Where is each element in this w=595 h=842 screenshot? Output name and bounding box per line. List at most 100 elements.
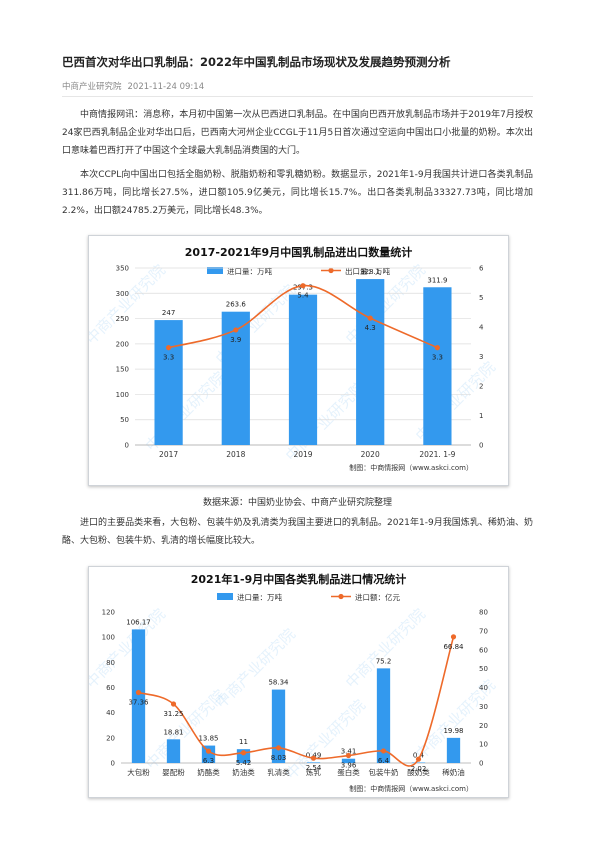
y-right-tick-label: 1	[479, 412, 483, 420]
legend-line-marker	[328, 267, 334, 274]
line-point	[275, 745, 282, 751]
bar-value-label: 247	[162, 309, 175, 317]
bar	[423, 287, 452, 445]
paragraph-1: 中商情报网讯：消息称，本月初中国第一次从巴西进口乳制品。在中国向巴西开放乳制品市…	[62, 110, 533, 156]
line-point	[233, 327, 239, 333]
bar-value-label: 75.2	[376, 657, 392, 665]
bar	[341, 758, 356, 763]
line-value-label: 31.25	[163, 710, 183, 718]
y-left-tick-label: 40	[106, 709, 115, 717]
bar	[154, 320, 183, 445]
y-left-tick-label: 50	[120, 416, 129, 424]
line-point	[240, 750, 247, 756]
bar-value-label: 263.6	[226, 301, 247, 309]
bar	[411, 762, 426, 763]
x-tick-label: 炼乳	[306, 767, 321, 777]
legend-bar-label: 进口量：万吨	[237, 592, 282, 602]
legend-bar-swatch	[217, 593, 233, 600]
line-point	[300, 283, 306, 289]
article-title: 巴西首次对华出口乳制品：2022年中国乳制品市场现状及发展趋势预测分析	[62, 55, 451, 69]
y-right-tick-label: 60	[479, 646, 488, 654]
y-left-tick-label: 200	[116, 340, 129, 348]
line-value-label: 2.54	[306, 764, 322, 772]
line-value-label: 3.96	[341, 762, 357, 770]
bar	[271, 689, 286, 763]
y-right-tick-label: 3	[479, 353, 483, 361]
x-tick-label: 2020	[361, 450, 380, 459]
x-tick-label: 奶酪类	[197, 767, 220, 777]
bar-value-label: 0.49	[306, 751, 322, 759]
x-tick-label: 酸奶类	[407, 767, 430, 777]
bar	[306, 762, 321, 763]
y-right-tick-label: 80	[479, 609, 488, 617]
x-tick-label: 大包粉	[127, 767, 150, 777]
line-point	[380, 748, 387, 754]
line-value-label: 37.36	[128, 698, 149, 706]
legend-bar-swatch	[207, 267, 223, 274]
y-left-tick-label: 60	[106, 684, 115, 692]
line-value-label: 2.02	[411, 765, 427, 773]
bar	[356, 279, 385, 445]
bar	[376, 668, 391, 763]
line-value-label: 3.3	[163, 354, 174, 362]
y-left-tick-label: 100	[116, 391, 129, 399]
watermark-text: 中商产业研究院	[142, 686, 229, 773]
line-point	[135, 689, 142, 696]
bar-value-label: 106.17	[126, 618, 151, 626]
bar-value-label: 58.34	[268, 679, 289, 687]
x-tick-label: 2018	[226, 450, 245, 459]
line-value-label: 5.42	[236, 759, 252, 767]
y-left-tick-label: 100	[102, 634, 115, 642]
line-point	[166, 345, 172, 351]
y-left-tick-label: 20	[106, 734, 115, 742]
x-tick-label: 2017	[159, 450, 178, 459]
line-value-label: 66.84	[443, 643, 464, 651]
bar	[166, 739, 181, 763]
y-right-tick-label: 6	[479, 265, 484, 273]
line-point	[450, 634, 457, 640]
bar-value-label: 311.9	[427, 276, 447, 284]
line-series	[138, 636, 455, 767]
line-point	[310, 755, 317, 761]
line-point	[170, 701, 177, 707]
line-value-label: 6.4	[378, 757, 390, 765]
chart-import-export-volume: 中商产业研究院 中商产业研究院 中商产业研究院 中商产业研究院 中商产业研究院 中商产业研…	[88, 235, 509, 486]
line-value-label: 5.4	[297, 292, 309, 300]
chart-credit: 制图：中商情报网（www.askci.com）	[349, 463, 473, 472]
line-value-label: 4.3	[365, 324, 376, 332]
y-right-tick-label: 5	[479, 294, 483, 302]
line-value-label: 3.3	[432, 354, 443, 362]
x-tick-label: 乳清类	[267, 767, 290, 777]
y-left-tick-label: 80	[106, 659, 115, 667]
bar-value-label: 18.81	[163, 728, 183, 736]
x-tick-label: 蛋白类	[337, 767, 360, 777]
legend-bar-label: 进口量：万吨	[227, 266, 272, 276]
bar-value-label: 328.1	[360, 268, 380, 276]
x-tick-label: 包装牛奶	[369, 767, 399, 777]
y-right-tick-label: 10	[479, 741, 488, 749]
bar-value-label: 3.41	[341, 748, 357, 756]
bar-value-label: 0.4	[413, 751, 425, 759]
y-right-tick-label: 2	[479, 383, 483, 391]
article-source[interactable]: 中商产业研究院	[62, 82, 122, 92]
bar-value-label: 11	[239, 738, 248, 746]
y-right-tick-label: 50	[479, 665, 488, 673]
line-point	[345, 752, 352, 759]
line-point	[415, 756, 422, 762]
y-left-tick-label: 120	[102, 609, 115, 617]
line-value-label: 3.9	[230, 336, 241, 344]
bar	[288, 294, 318, 445]
legend-line-label: 出口量：万吨	[345, 266, 390, 276]
y-left-tick-label: 250	[116, 315, 129, 323]
x-tick-label: 2019	[293, 450, 312, 459]
chart-category-imports: 中商产业研究院 中商产业研究院 中商产业研究院 中商产业研究院 中商产业研究院 中商产业研…	[88, 566, 509, 798]
legend-line-label: 进口额：亿元	[355, 592, 400, 602]
y-right-tick-label: 0	[479, 760, 483, 768]
bar	[446, 737, 461, 763]
bar-value-label: 13.85	[198, 735, 218, 743]
line-value-label: 6.3	[203, 757, 214, 765]
line-point	[434, 345, 440, 351]
line-point	[367, 315, 373, 321]
x-tick-label: 稀奶油	[442, 767, 465, 777]
